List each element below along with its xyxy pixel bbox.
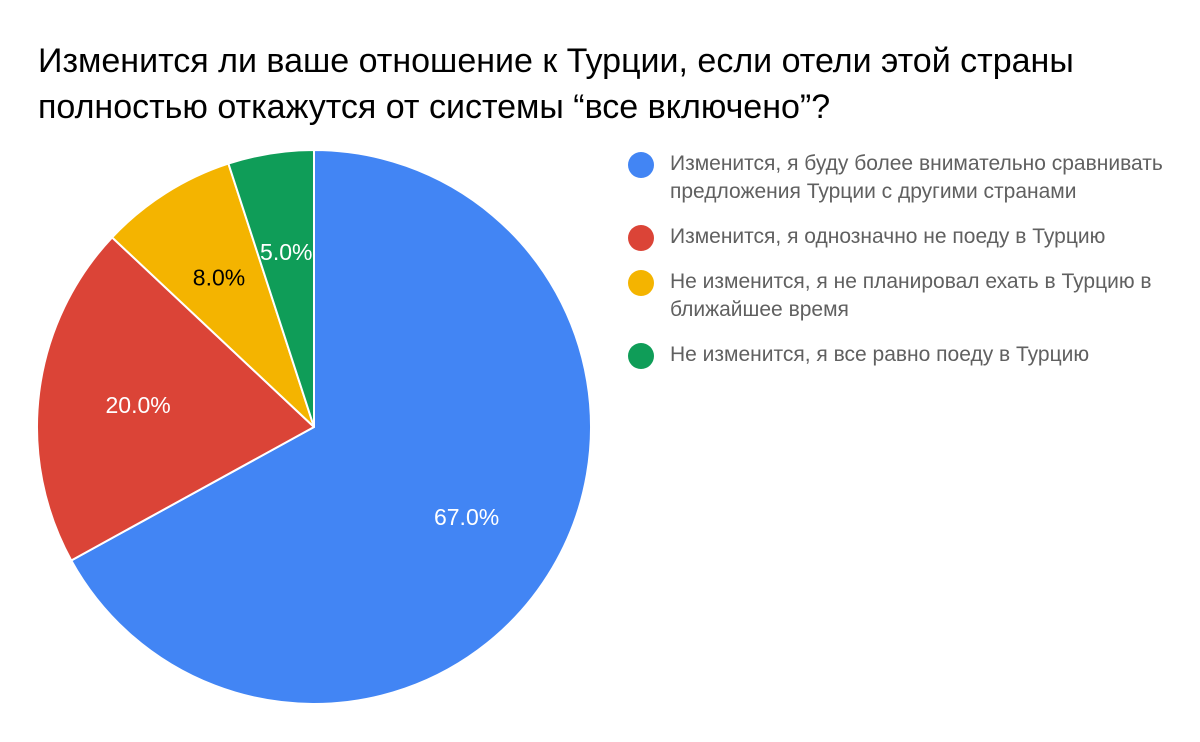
legend-swatch-icon bbox=[628, 343, 654, 369]
slice-label-4: 5.0% bbox=[260, 239, 312, 265]
legend-swatch-icon bbox=[628, 225, 654, 251]
legend: Изменится, я буду более внимательно срав… bbox=[628, 150, 1168, 386]
slice-label-3: 8.0% bbox=[193, 264, 245, 290]
pie-labels: 67.0% 20.0% 8.0% 5.0% bbox=[106, 239, 500, 530]
legend-label: Изменится, я однозначно не поеду в Турци… bbox=[670, 225, 1106, 248]
chart-title: Изменится ли ваше отношение к Турции, ес… bbox=[38, 42, 1074, 126]
pie-slice-1 bbox=[70, 149, 592, 705]
legend-swatch-icon bbox=[628, 152, 654, 178]
legend-item-2: Изменится, я однозначно не поеду в Турци… bbox=[628, 223, 1168, 251]
legend-item-4: Не изменится, я все равно поеду в Турцию bbox=[628, 341, 1168, 369]
legend-item-3: Не изменится, я не планировал ехать в Ту… bbox=[628, 268, 1168, 324]
slice-label-2: 20.0% bbox=[106, 392, 171, 418]
legend-label: Изменится, я буду более внимательно срав… bbox=[670, 152, 1163, 203]
legend-label: Не изменится, я не планировал ехать в Ту… bbox=[670, 270, 1152, 321]
slice-label-1: 67.0% bbox=[434, 504, 499, 530]
legend-label: Не изменится, я все равно поеду в Турцию bbox=[670, 343, 1090, 366]
legend-swatch-icon bbox=[628, 270, 654, 296]
pie-slice-2 bbox=[36, 236, 315, 562]
pie-slices bbox=[36, 149, 592, 705]
legend-item-1: Изменится, я буду более внимательно срав… bbox=[628, 150, 1168, 206]
pie-slice-3 bbox=[111, 162, 315, 428]
pie-slice-4 bbox=[227, 149, 315, 428]
